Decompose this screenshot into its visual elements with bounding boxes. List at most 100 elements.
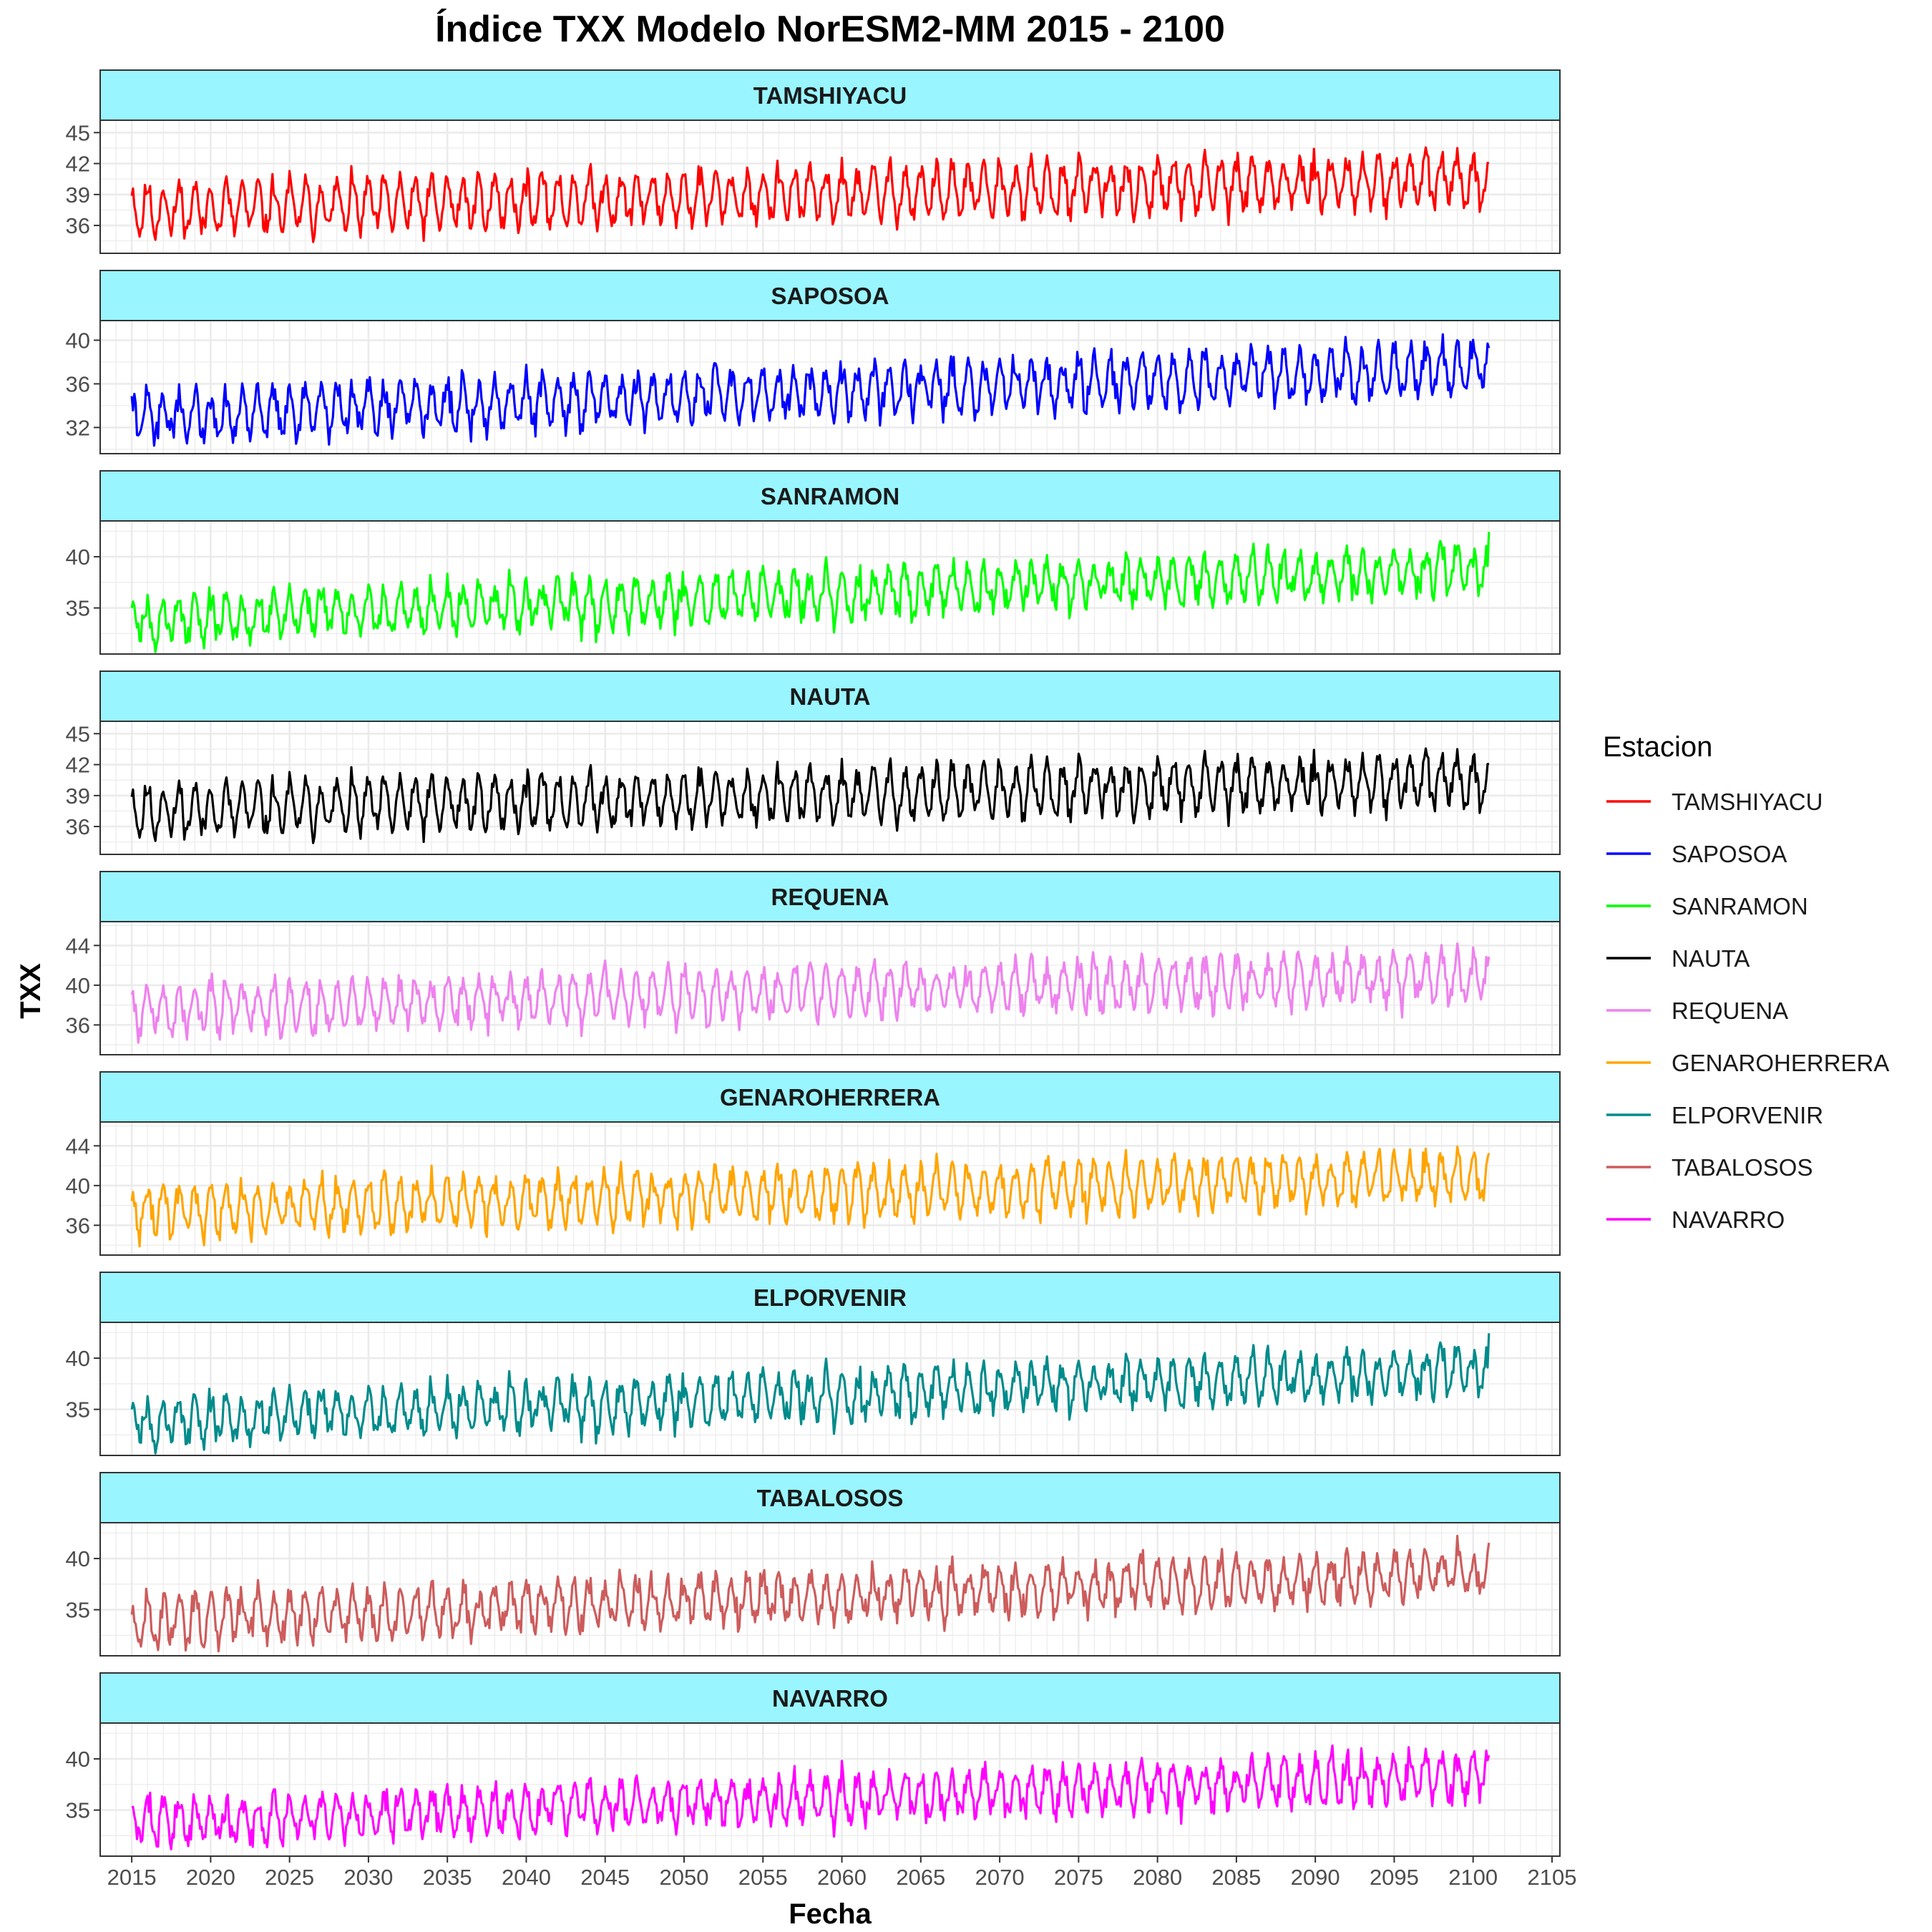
panel-genaroherrera: GENAROHERRERA 36 40 44: [66, 1071, 1561, 1256]
y-tick-label: 35: [66, 596, 90, 621]
x-tick-label: 2030: [343, 1865, 393, 1890]
y-tick-label: 36: [66, 814, 90, 839]
panel-border: [99, 1722, 1561, 1857]
panels: TAMSHIYACU 36 39 42 45 SAPOSOA 32 36 40 SANRAMON 3…: [66, 69, 1561, 1857]
y-tick-label: 36: [66, 1213, 90, 1238]
legend-label: TAMSHIYACU: [1672, 789, 1823, 815]
panel-strip: [99, 270, 1561, 321]
x-tick-label: 2100: [1448, 1865, 1498, 1890]
x-tick-label: 2055: [738, 1865, 788, 1890]
legend-title: Estacion: [1603, 731, 1712, 763]
legend-label: NAUTA: [1672, 945, 1750, 972]
x-tick-label: 2040: [502, 1865, 551, 1890]
y-tick-label: 36: [66, 1013, 90, 1038]
legend-label: SANRAMON: [1672, 893, 1808, 919]
x-tick-label: 2025: [265, 1865, 314, 1890]
panel-strip: [99, 1472, 1561, 1523]
x-axis: 2015 2020 2025 2030 2035 2040 2045 2050 2055 2060…: [107, 1856, 1576, 1890]
legend-label: ELPORVENIR: [1672, 1102, 1823, 1128]
y-tick-label: 40: [66, 1346, 90, 1371]
y-tick-label: 42: [66, 753, 90, 778]
y-tick-label: 35: [66, 1397, 90, 1423]
series-line-navarro: [131, 1744, 1491, 1850]
panel-strip-label: SANRAMON: [761, 483, 899, 509]
y-tick-label: 40: [66, 545, 90, 570]
panel-plot-area: [100, 1523, 1560, 1656]
legend-label: NAVARRO: [1672, 1206, 1785, 1233]
panel-strip-label: SAPOSOA: [771, 283, 889, 309]
panel-border: [99, 921, 1561, 1055]
y-tick-label: 35: [66, 1598, 90, 1623]
series-line-tabalosos: [130, 1534, 1491, 1653]
series-line-saposoa: [130, 333, 1491, 447]
legend-label: SAPOSOA: [1672, 841, 1787, 867]
series-line-genaroherrera: [130, 1145, 1491, 1248]
y-tick-label: 40: [66, 328, 90, 353]
panel-tamshiyacu: TAMSHIYACU 36 39 42 45: [66, 69, 1561, 254]
y-axis-title: TXX: [15, 963, 47, 1019]
panel-strip-label: ELPORVENIR: [753, 1284, 907, 1311]
panel-sanramon: SANRAMON 35 40: [66, 470, 1561, 655]
y-tick-label: 44: [66, 1133, 90, 1158]
panel-strip: [99, 871, 1561, 922]
y-tick-label: 35: [66, 1798, 90, 1823]
x-tick-label: 2080: [1133, 1865, 1182, 1890]
y-tick-label: 40: [66, 1174, 90, 1199]
y-tick-label: 40: [66, 1747, 90, 1772]
panel-strip-label: NAUTA: [789, 683, 870, 710]
y-tick-label: 45: [66, 120, 90, 145]
panel-navarro: NAVARRO 35 40: [66, 1672, 1561, 1857]
x-tick-label: 2015: [107, 1865, 157, 1890]
panel-strip-label: NAVARRO: [772, 1685, 888, 1712]
panel-nauta: NAUTA 36 39 42 45: [66, 670, 1561, 855]
series-line-tamshiyacu: [130, 146, 1490, 243]
panel-strip: [99, 1272, 1561, 1323]
panel-saposoa: SAPOSOA 32 36 40: [66, 270, 1561, 454]
y-tick-label: 36: [66, 371, 90, 396]
panel-border: [99, 520, 1561, 655]
x-tick-label: 2050: [660, 1865, 709, 1890]
series-line-elporvenir: [130, 1333, 1491, 1455]
chart-title: Índice TXX Modelo NorESM2-MM 2015 - 2100: [435, 9, 1225, 50]
panel-border: [99, 1522, 1561, 1657]
legend-label: GENAROHERRERA: [1672, 1050, 1889, 1076]
y-tick-label: 45: [66, 721, 90, 746]
panel-tabalosos: TABALOSOS 35 40: [66, 1472, 1561, 1657]
panel-border: [99, 721, 1561, 855]
panel-requena: REQUENA 36 40 44: [66, 871, 1561, 1055]
panel-strip-label: REQUENA: [771, 884, 889, 910]
legend-label: TABALOSOS: [1672, 1154, 1813, 1181]
y-tick-label: 42: [66, 152, 90, 177]
panel-elporvenir: ELPORVENIR 35 40: [66, 1272, 1561, 1456]
series-line-sanramon: [130, 532, 1491, 653]
x-tick-label: 2020: [186, 1865, 235, 1890]
y-tick-label: 32: [66, 415, 90, 440]
x-tick-label: 2035: [423, 1865, 472, 1890]
panel-strip-label: TAMSHIYACU: [753, 82, 907, 109]
series-line-nauta: [130, 747, 1490, 844]
x-tick-label: 2085: [1211, 1865, 1261, 1890]
y-tick-label: 40: [66, 973, 90, 998]
x-tick-label: 2105: [1527, 1865, 1576, 1890]
y-tick-label: 39: [66, 182, 90, 208]
x-tick-label: 2045: [580, 1865, 630, 1890]
panel-strip: [99, 1071, 1561, 1123]
x-tick-label: 2090: [1291, 1865, 1340, 1890]
y-tick-label: 44: [66, 933, 90, 958]
panel-strip-label: GENAROHERRERA: [720, 1084, 940, 1111]
panel-border: [99, 1121, 1561, 1256]
x-axis-title: Fecha: [789, 1898, 872, 1930]
legend-label: REQUENA: [1672, 997, 1788, 1024]
panel-strip: [99, 470, 1561, 522]
x-tick-label: 2060: [817, 1865, 867, 1890]
x-tick-label: 2065: [896, 1865, 945, 1890]
panel-strip-label: TABALOSOS: [757, 1485, 904, 1511]
x-tick-label: 2075: [1054, 1865, 1103, 1890]
y-tick-label: 36: [66, 213, 90, 238]
x-tick-label: 2070: [975, 1865, 1025, 1890]
y-tick-label: 40: [66, 1546, 90, 1571]
panel-border: [99, 1322, 1561, 1456]
panel-border: [99, 320, 1561, 454]
series-line-requena: [130, 942, 1491, 1044]
